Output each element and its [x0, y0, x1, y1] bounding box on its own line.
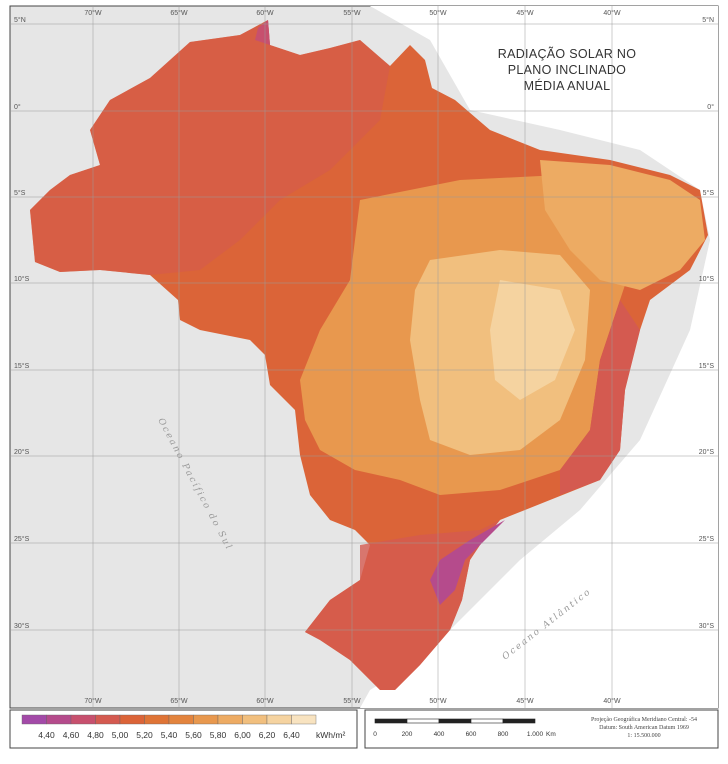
scale-segment — [438, 718, 472, 724]
scale-label: 1.000 — [527, 731, 544, 738]
latitude-labels-left: 5°N 0° 5°S 10°S 15°S 20°S 25°S 30°S — [14, 16, 30, 630]
lat-label: 10°S — [14, 275, 30, 283]
legend-value-label: 6,00 — [234, 730, 251, 740]
legend-swatch — [70, 714, 96, 725]
legend-swatch — [21, 714, 47, 725]
region-northeast-600 — [540, 160, 705, 290]
map-title: RADIAÇÃO SOLAR NO PLANO INCLINADO MÉDIA … — [498, 47, 636, 93]
scale-segment — [406, 718, 440, 724]
legend-value-label: 6,40 — [283, 730, 300, 740]
legend-labels: 4,40 4,60 4,80 5,00 5,20 5,40 5,60 5,80 6,00 6,20… — [38, 730, 300, 740]
legend-swatch — [291, 714, 317, 725]
lon-label: 55°W — [343, 697, 361, 705]
legend-value-label: 5,40 — [161, 730, 178, 740]
lon-label: 65°W — [170, 697, 188, 705]
scale-label: 0 — [373, 731, 377, 738]
lon-label: 60°W — [256, 697, 274, 705]
lat-label: 20°S — [14, 448, 30, 456]
graticule — [10, 6, 718, 708]
lon-label: 55°W — [343, 9, 361, 17]
datum-line: Datum: South American Datum 1969 — [599, 725, 689, 731]
projection-info: Projeção Geográfica Meridiano Central: -… — [591, 716, 697, 739]
lat-label: 5°N — [14, 16, 26, 24]
lat-label: 30°S — [699, 622, 715, 630]
legend-value-label: 4,80 — [87, 730, 104, 740]
legend-swatch — [168, 714, 194, 725]
lat-label: 5°N — [702, 16, 714, 24]
lat-label: 15°S — [14, 362, 30, 370]
legend-value-label: 5,60 — [185, 730, 202, 740]
legend-swatch — [217, 714, 243, 725]
longitude-labels-top: 70°W 65°W 60°W 55°W 50°W 45°W 40°W — [84, 9, 621, 17]
lat-label: 20°S — [699, 448, 715, 456]
projection-line: Projeção Geográfica Meridiano Central: -… — [591, 716, 697, 723]
scale-bar — [374, 718, 536, 724]
legend-swatch — [193, 714, 219, 725]
lat-label: 5°S — [703, 189, 715, 197]
lat-label: 5°S — [14, 189, 26, 197]
lat-label: 25°S — [699, 535, 715, 543]
scale-label: 200 — [402, 731, 413, 738]
scale-label: 800 — [498, 731, 509, 738]
legend-value-label: 4,40 — [38, 730, 55, 740]
legend-value-label: 5,00 — [112, 730, 129, 740]
map-scale-line: 1: 15.500.000 — [627, 733, 660, 739]
scale-label: 600 — [466, 731, 477, 738]
scale-unit: Km — [546, 731, 556, 738]
legend-value-label: 4,60 — [63, 730, 80, 740]
region-coast-540 — [560, 300, 640, 495]
legend-swatch — [119, 714, 145, 725]
lat-label: 25°S — [14, 535, 30, 543]
lat-label: 15°S — [699, 362, 715, 370]
lon-label: 40°W — [603, 9, 621, 17]
lon-label: 45°W — [516, 9, 534, 17]
ocean-area — [360, 6, 718, 708]
latitude-labels-right: 5°N 0° 5°S 10°S 15°S 20°S 25°S 30°S — [699, 16, 715, 630]
legend-value-label: 5,20 — [136, 730, 153, 740]
legend-unit: kWh/m² — [316, 730, 345, 740]
region-west-520 — [30, 20, 390, 275]
lon-label: 60°W — [256, 9, 274, 17]
title-line: MÉDIA ANUAL — [524, 78, 611, 93]
lat-label: 0° — [14, 103, 21, 111]
scale-segment — [470, 718, 504, 724]
scale-frame — [364, 709, 719, 749]
lat-label: 30°S — [14, 622, 30, 630]
title-line: PLANO INCLINADO — [508, 63, 626, 77]
legend-swatch — [144, 714, 170, 725]
lat-label: 0° — [707, 103, 714, 111]
scale-label: 400 — [434, 731, 445, 738]
legend-swatch — [242, 714, 268, 725]
lat-label: 10°S — [699, 275, 715, 283]
title-line: RADIAÇÃO SOLAR NO — [498, 47, 636, 61]
region-low-northwest — [255, 20, 270, 45]
lon-label: 40°W — [603, 697, 621, 705]
lon-label: 65°W — [170, 9, 188, 17]
lon-label: 45°W — [516, 697, 534, 705]
scale-segment — [502, 718, 536, 724]
legend-swatch — [266, 714, 292, 725]
legend-value-label: 5,80 — [210, 730, 227, 740]
legend-swatch — [46, 714, 72, 725]
legend-color-bar — [21, 714, 317, 725]
scale-labels: 0 200 400 600 800 1.000 — [373, 731, 543, 738]
lon-label: 70°W — [84, 9, 102, 17]
region-low-440 — [430, 520, 505, 605]
scale-segment — [374, 718, 408, 724]
lon-label: 50°W — [429, 9, 447, 17]
legend-value-label: 6,20 — [259, 730, 276, 740]
lon-label: 50°W — [429, 697, 447, 705]
lon-label: 70°W — [84, 697, 102, 705]
longitude-labels-bottom: 70°W 65°W 60°W 55°W 50°W 45°W 40°W — [84, 697, 621, 705]
legend-swatch — [95, 714, 121, 725]
